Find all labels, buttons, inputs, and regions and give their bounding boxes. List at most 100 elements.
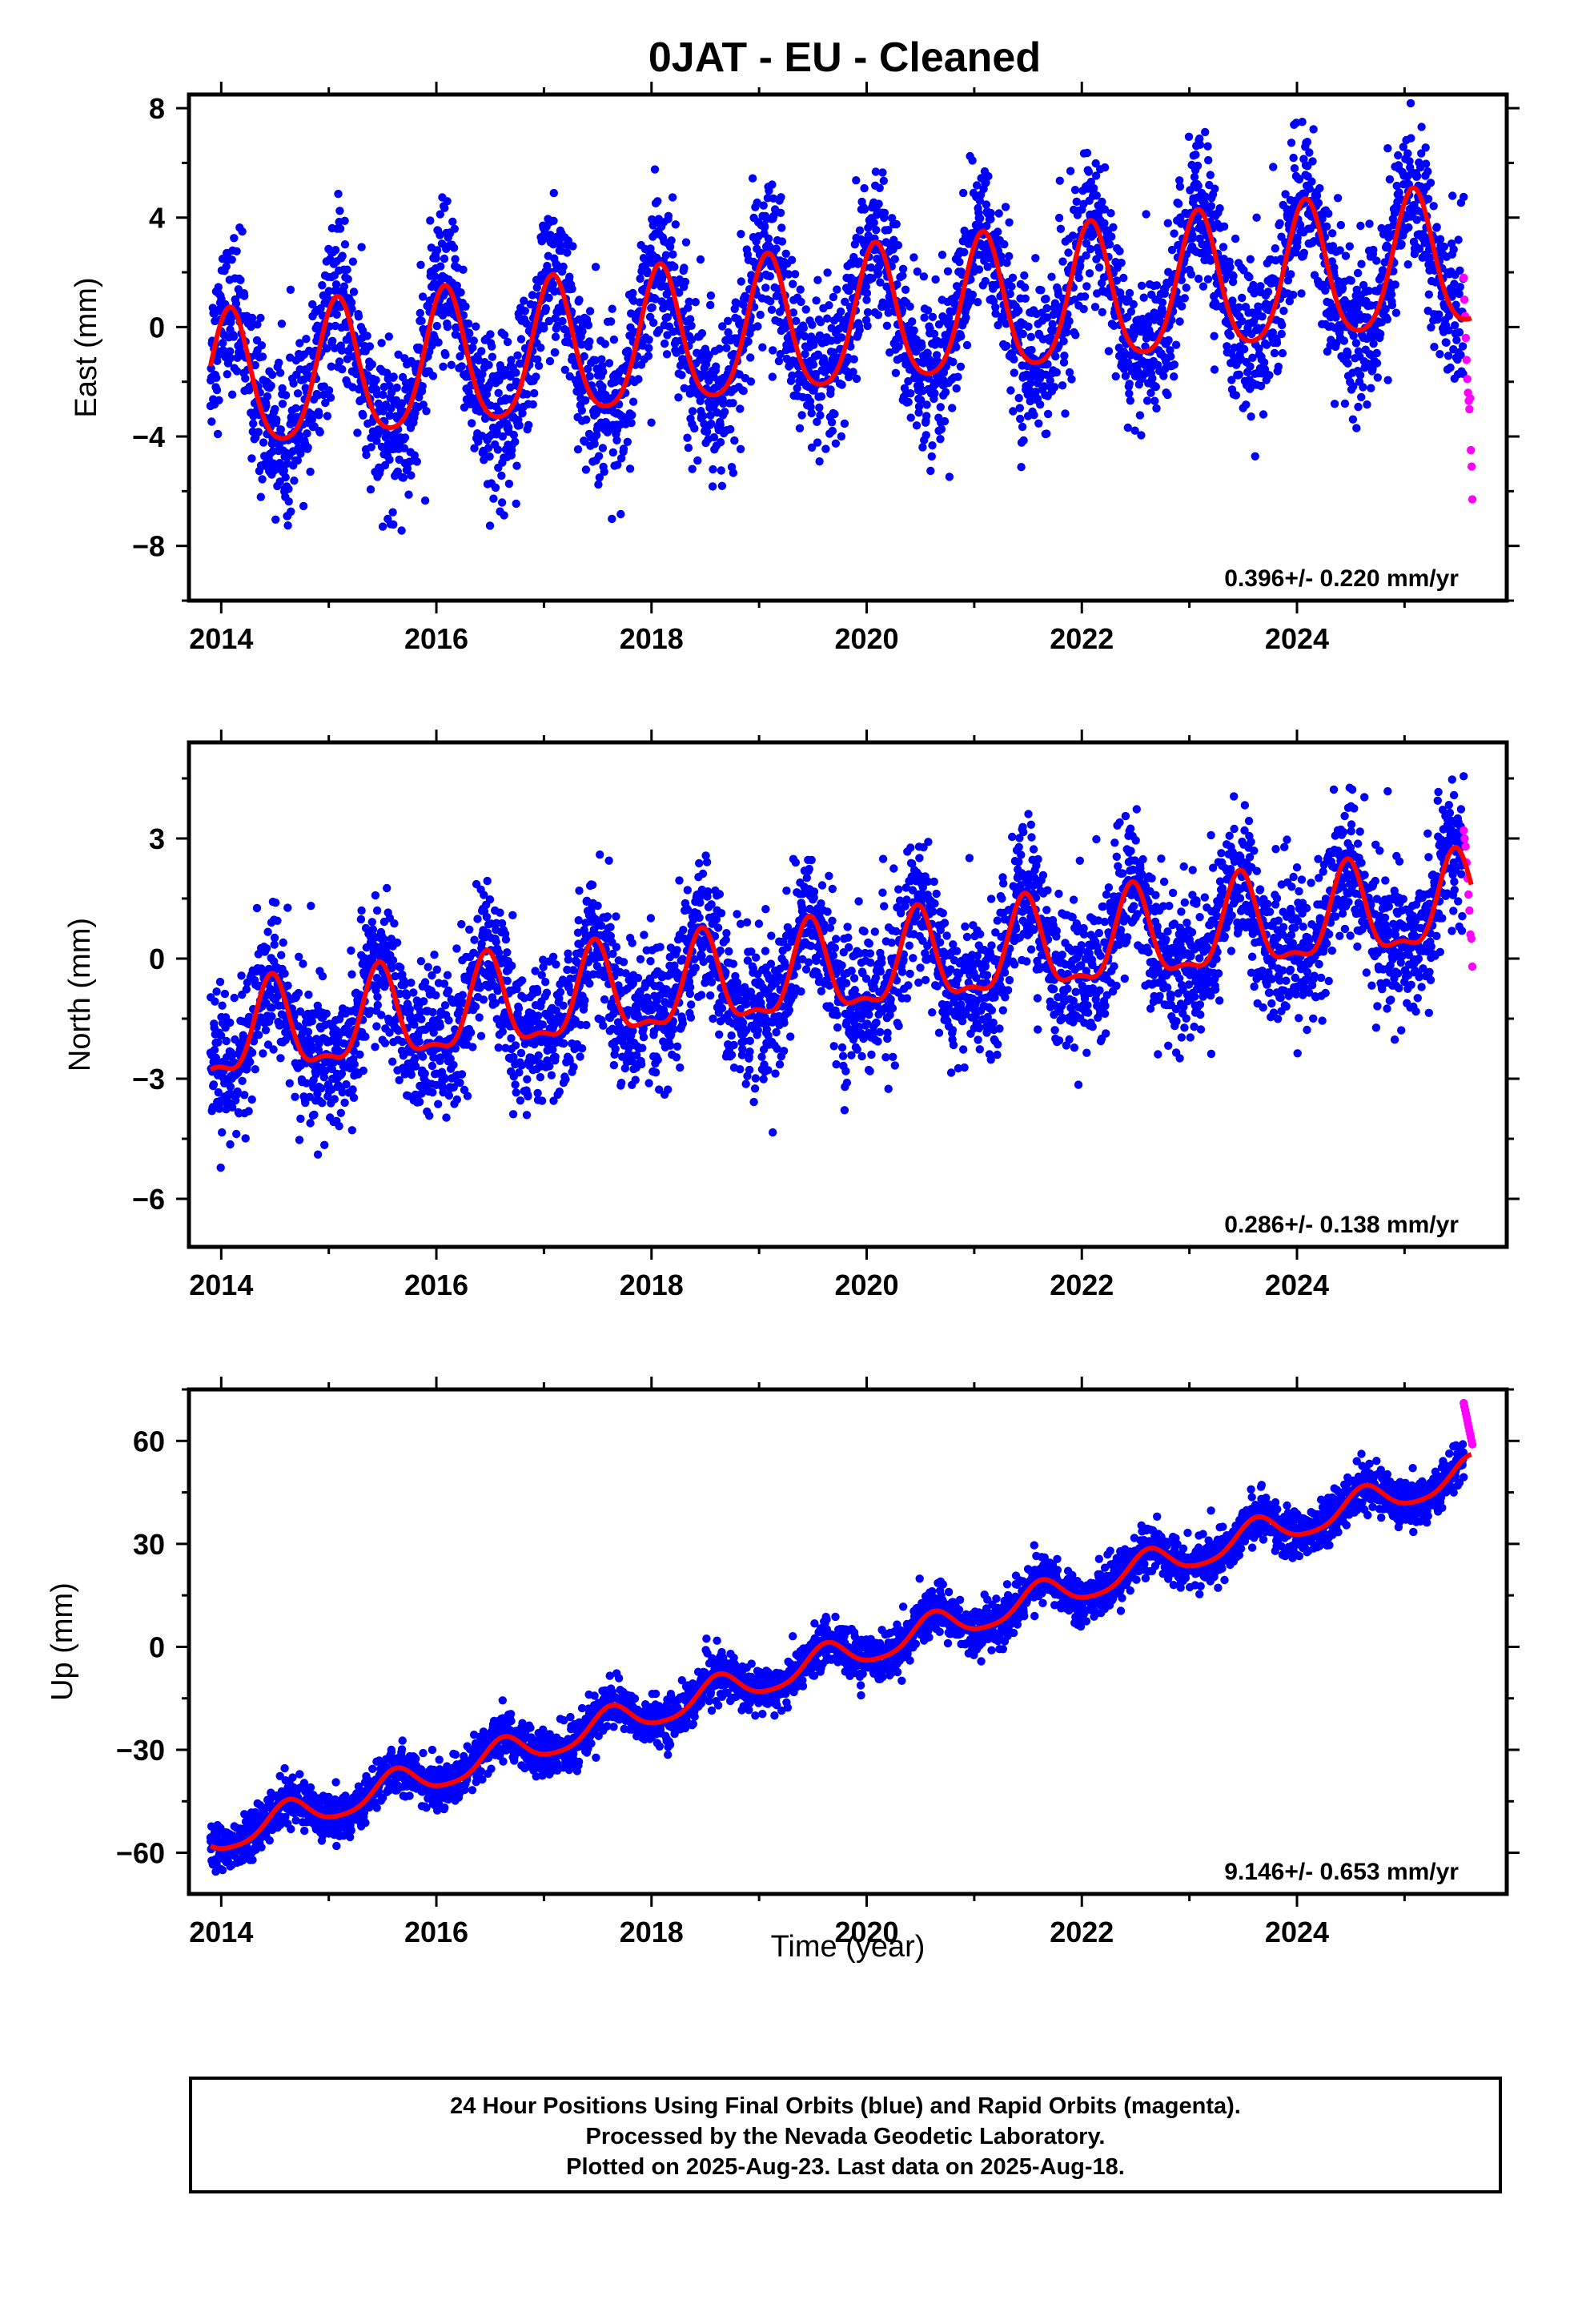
final-orbit-point <box>830 409 839 419</box>
x-tick-label: 2018 <box>620 622 684 655</box>
final-orbit-point <box>914 408 923 417</box>
final-orbit-point <box>1170 229 1178 238</box>
final-orbit-point <box>871 167 881 176</box>
final-orbit-point <box>930 389 939 398</box>
final-orbit-point <box>613 460 622 469</box>
final-orbit-point <box>259 1049 267 1058</box>
east-final-orbit-points <box>206 99 1468 535</box>
final-orbit-point <box>210 1045 219 1055</box>
final-orbit-point <box>815 331 825 340</box>
final-orbit-point <box>1369 340 1378 348</box>
final-orbit-point <box>1119 273 1128 283</box>
final-orbit-point <box>383 883 391 893</box>
final-orbit-point <box>687 321 696 330</box>
final-orbit-point <box>335 357 344 366</box>
final-orbit-point <box>706 291 716 300</box>
final-orbit-point <box>628 411 636 420</box>
final-orbit-point <box>275 477 284 486</box>
final-orbit-point <box>380 1039 390 1047</box>
final-orbit-point <box>729 399 737 408</box>
final-orbit-point <box>1193 161 1203 171</box>
final-orbit-point <box>440 254 449 263</box>
final-orbit-point <box>1117 259 1126 267</box>
y-tick-label: −8 <box>132 530 165 563</box>
final-orbit-point <box>397 526 406 535</box>
final-orbit-point <box>299 959 307 968</box>
final-orbit-point <box>585 307 595 316</box>
final-orbit-point <box>1372 256 1381 265</box>
final-orbit-point <box>1394 151 1403 160</box>
final-orbit-point <box>247 1095 256 1104</box>
final-orbit-point <box>1359 383 1367 392</box>
final-orbit-point <box>232 247 241 255</box>
final-orbit-point <box>418 292 428 301</box>
final-orbit-point <box>616 509 625 519</box>
final-orbit-point <box>962 313 970 322</box>
final-orbit-point <box>1247 412 1255 421</box>
final-orbit-point <box>285 1079 294 1088</box>
final-orbit-point <box>306 1119 315 1128</box>
final-orbit-point <box>549 188 558 198</box>
final-orbit-point <box>1010 368 1019 377</box>
final-orbit-point <box>1303 138 1312 147</box>
final-orbit-point <box>417 1015 426 1023</box>
final-orbit-point <box>904 397 913 407</box>
final-orbit-point <box>879 176 889 185</box>
final-orbit-point <box>831 439 841 448</box>
final-orbit-point <box>608 514 616 524</box>
final-orbit-point <box>280 969 289 978</box>
final-orbit-point <box>1100 163 1110 172</box>
final-orbit-point <box>378 522 387 531</box>
final-orbit-point <box>238 227 247 236</box>
east-rate-annotation: 0.396+/- 0.220 mm/yr <box>1224 565 1459 592</box>
final-orbit-point <box>609 335 619 344</box>
final-orbit-point <box>458 991 467 999</box>
final-orbit-point <box>761 222 769 231</box>
final-orbit-point <box>901 285 910 294</box>
final-orbit-point <box>908 317 917 326</box>
final-orbit-point <box>1305 148 1314 157</box>
final-orbit-point <box>1351 339 1361 348</box>
final-orbit-point <box>1348 415 1358 424</box>
final-orbit-point <box>1194 274 1203 283</box>
final-orbit-point <box>855 226 865 235</box>
final-orbit-point <box>1347 276 1355 285</box>
final-orbit-point <box>1026 379 1035 388</box>
final-orbit-point <box>758 343 767 352</box>
final-orbit-point <box>994 227 1002 236</box>
final-orbit-point <box>1005 218 1014 227</box>
final-orbit-point <box>874 199 883 208</box>
final-orbit-point <box>456 1078 464 1088</box>
final-orbit-point <box>884 226 893 235</box>
final-orbit-point <box>808 320 817 329</box>
final-orbit-point <box>218 1001 227 1010</box>
final-orbit-point <box>544 293 553 303</box>
final-orbit-point <box>473 915 482 923</box>
final-orbit-point <box>460 403 469 412</box>
final-orbit-point <box>1199 282 1208 291</box>
final-orbit-point <box>373 1000 382 1010</box>
final-orbit-point <box>1403 260 1412 269</box>
final-orbit-point <box>385 455 394 464</box>
final-orbit-point <box>1111 372 1120 381</box>
final-orbit-point <box>507 1034 516 1043</box>
final-orbit-point <box>1086 177 1096 187</box>
final-orbit-point <box>308 300 317 309</box>
final-orbit-point <box>326 393 335 402</box>
final-orbit-point <box>1412 171 1422 181</box>
final-orbit-point <box>1082 148 1092 158</box>
chart-title: 0JAT - EU - Cleaned <box>648 34 1042 81</box>
rapid-orbit-point <box>1462 356 1472 364</box>
final-orbit-point <box>1043 409 1053 419</box>
final-orbit-point <box>809 360 818 369</box>
final-orbit-point <box>310 1110 319 1120</box>
final-orbit-point <box>876 278 885 287</box>
final-orbit-point <box>241 374 250 383</box>
final-orbit-point <box>343 275 352 283</box>
final-orbit-point <box>283 521 292 530</box>
final-orbit-point <box>860 205 869 214</box>
final-orbit-point <box>680 263 689 272</box>
final-orbit-point <box>671 220 680 229</box>
final-orbit-point <box>340 1098 349 1108</box>
east-plot-area <box>206 99 1477 535</box>
